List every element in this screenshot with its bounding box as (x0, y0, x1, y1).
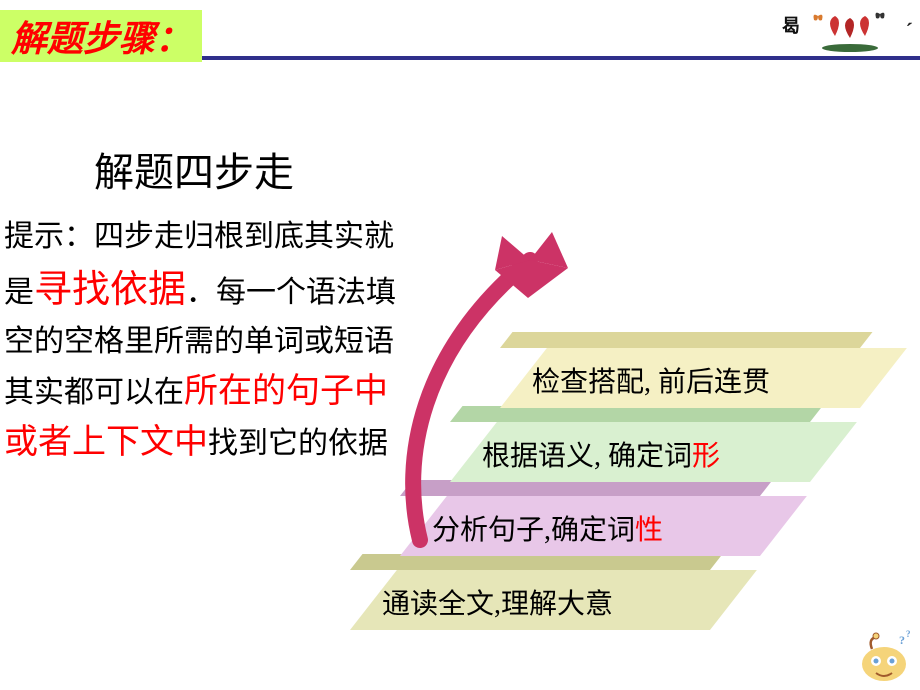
step-label-highlight: 形 (692, 441, 720, 472)
step-3: 检查搭配, 前后连贯 (500, 348, 860, 408)
hint-paragraph: 提示：四步走归根到底其实就是寻找依据．每一个语法填空的空格里所需的单词或短语其实… (4, 214, 404, 468)
title-box: 解题步骤： (0, 10, 202, 62)
step-label: 检查搭配, 前后连贯 (532, 360, 892, 400)
step-label: 通读全文,理解大意 (382, 582, 742, 622)
step-1: 分析句子,确定词性 (400, 496, 760, 556)
step-tread (500, 332, 873, 348)
step-label-text: 检查搭配, 前后连贯 (532, 367, 770, 398)
step-tread (400, 480, 773, 496)
step-tread (450, 406, 823, 422)
slide-subtitle: 解题四步走 (94, 140, 294, 198)
slide: 解题步骤： 曷 ´ 解题四步走 提示：四步走归根到底其实就是寻找依据．每一个语法… (0, 0, 920, 690)
step-tread (350, 554, 723, 570)
step-label: 根据语义, 确定词形 (482, 434, 842, 474)
para-emphasis-find: 寻找依据 (34, 269, 186, 311)
slide-title: 解题步骤： (11, 10, 191, 62)
step-label-text: 通读全文,理解大意 (382, 589, 613, 620)
step-label-text: 根据语义, 确定词 (482, 441, 692, 472)
mascot-icon: ? ? (854, 629, 914, 684)
staircase-diagram: 通读全文,理解大意分析句子,确定词性根据语义, 确定词形检查搭配, 前后连贯 (410, 300, 910, 660)
svg-text:?: ? (899, 633, 905, 647)
step-2: 根据语义, 确定词形 (450, 422, 810, 482)
step-label-text: 分析句子,确定词 (432, 515, 635, 546)
step-0: 通读全文,理解大意 (350, 570, 710, 630)
para-text-3: 找到它的依据 (208, 427, 388, 460)
header-rule (202, 56, 920, 60)
butterfly-hearts-icon (810, 6, 890, 56)
svg-text:?: ? (906, 629, 911, 639)
step-label-highlight: 性 (635, 515, 663, 546)
header-char-right: ´ (906, 18, 913, 44)
header-char-left: 曷 (782, 12, 800, 38)
step-label: 分析句子,确定词性 (432, 508, 792, 548)
